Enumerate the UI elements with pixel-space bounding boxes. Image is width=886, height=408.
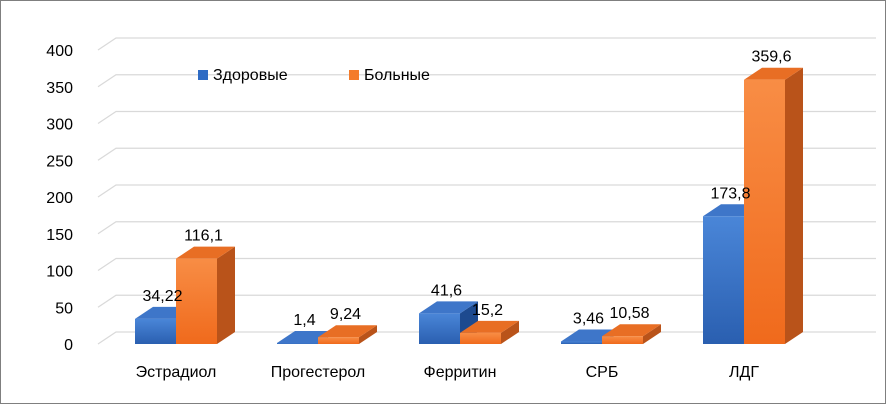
data-label: 1,4 <box>293 312 315 329</box>
bar <box>460 320 519 344</box>
data-label: 15,2 <box>472 302 503 319</box>
bar <box>602 324 661 344</box>
y-tick-label: 250 <box>46 153 73 170</box>
x-tick-label: СРБ <box>586 364 619 381</box>
gridline <box>97 294 876 308</box>
bars <box>135 67 803 344</box>
gridline <box>97 147 876 161</box>
x-axis: Эстрадиол Прогестерол Ферритин СРБ ЛДГ <box>136 364 760 381</box>
gridline <box>97 184 876 198</box>
data-labels: 34,22 116,1 1,4 9,24 41,6 15,2 3,46 10,58 173,8 3… <box>142 49 791 329</box>
bar <box>318 325 377 344</box>
gridline <box>97 37 876 51</box>
data-label: 359,6 <box>751 49 791 66</box>
y-tick-label: 200 <box>46 190 73 207</box>
y-tick-label: 150 <box>46 227 73 244</box>
gridline <box>97 110 876 124</box>
data-label: 3,46 <box>573 310 604 327</box>
y-tick-label: 300 <box>46 117 73 134</box>
data-label: 10,58 <box>609 305 649 322</box>
data-label: 41,6 <box>431 282 462 299</box>
data-label: 9,24 <box>330 306 361 323</box>
gridline <box>97 257 876 271</box>
y-tick-label: 350 <box>46 80 73 97</box>
x-tick-label: Эстрадиол <box>136 364 217 381</box>
bar <box>176 246 235 344</box>
y-tick-label: 50 <box>55 300 73 317</box>
gridline <box>97 74 876 88</box>
gridline <box>97 221 876 235</box>
data-label: 34,22 <box>142 288 182 305</box>
legend: Здоровые Больные <box>198 67 430 84</box>
data-label: 116,1 <box>184 228 223 245</box>
x-tick-label: Ферритин <box>424 364 497 381</box>
y-tick-label: 100 <box>46 264 73 281</box>
y-axis: 0 50 100 150 200 250 300 350 400 <box>46 43 73 354</box>
x-tick-label: Прогестерол <box>271 364 366 381</box>
x-tick-label: ЛДГ <box>729 364 759 381</box>
bar <box>744 67 803 344</box>
y-tick-label: 0 <box>64 337 73 354</box>
y-tick-label: 400 <box>46 43 73 60</box>
gridlines <box>97 37 876 345</box>
legend-label: Больные <box>364 67 430 84</box>
legend-swatch <box>349 70 359 80</box>
legend-swatch <box>198 70 208 80</box>
data-label: 173,8 <box>710 185 750 202</box>
legend-label: Здоровые <box>213 67 288 84</box>
